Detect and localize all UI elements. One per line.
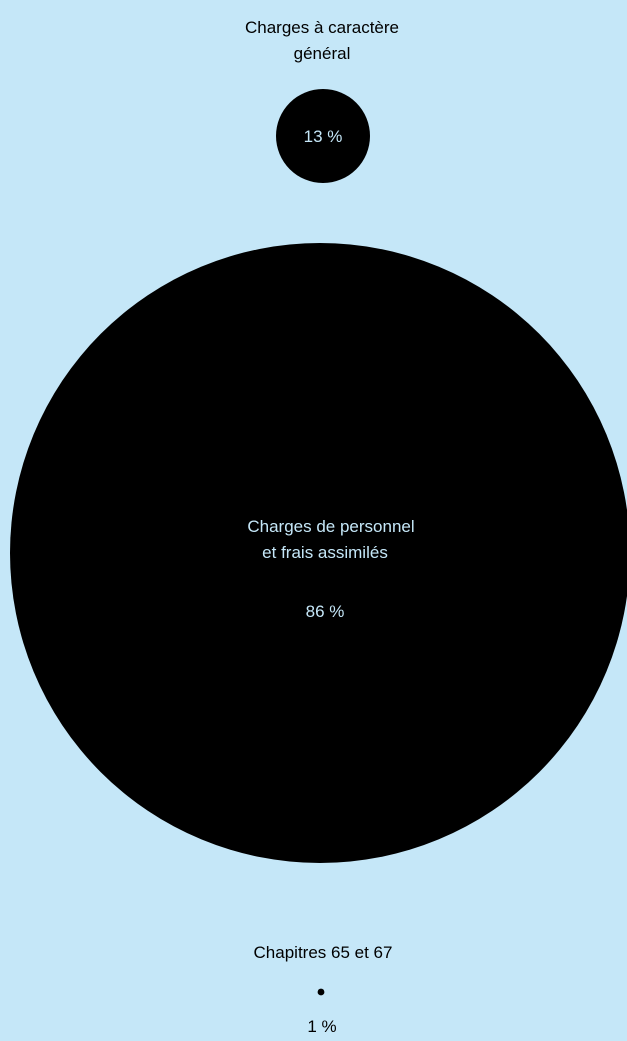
bubble-group-chapitres-65-67: Chapitres 65 et 67 1 % [254, 943, 393, 1036]
label-charges-caractere-general-line-1: Charges à caractère [245, 18, 399, 37]
bubble-charges-personnel [10, 243, 627, 863]
label-charges-personnel-line-1: Charges de personnel [247, 517, 414, 536]
label-charges-caractere-general-line-2: général [294, 44, 351, 63]
label-chapitres-65-67: Chapitres 65 et 67 [254, 943, 393, 962]
bubble-charges-caractere-general [276, 89, 370, 183]
value-charges-personnel: 86 % [306, 602, 345, 621]
value-charges-caractere-general: 13 % [304, 127, 343, 146]
bubble-group-charges-caractere-general: Charges à caractère général 13 % [245, 18, 399, 183]
label-charges-personnel-line-2: et frais assimilés [262, 543, 388, 562]
bubble-chapitres-65-67 [317, 988, 325, 996]
bubble-group-charges-personnel: Charges de personnel et frais assimilés … [10, 243, 627, 863]
value-chapitres-65-67: 1 % [307, 1017, 336, 1036]
